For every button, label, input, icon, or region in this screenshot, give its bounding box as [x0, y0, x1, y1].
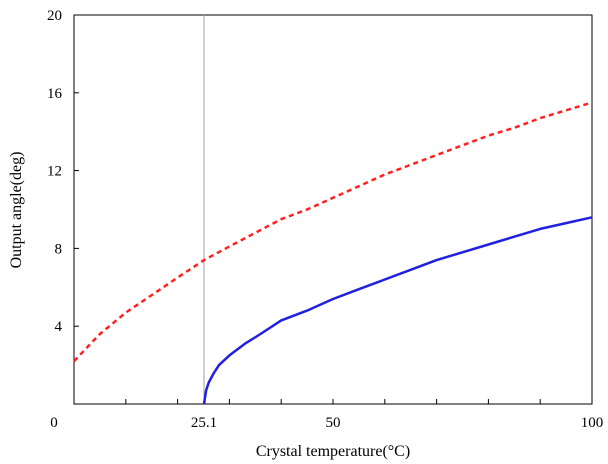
y-axis-title: Output angle(deg) [8, 152, 25, 269]
series-line-1 [73, 101, 593, 363]
axes [73, 14, 593, 405]
series-line-2 [202, 216, 593, 405]
x-tick-label: 50 [326, 415, 341, 431]
plot-frame [73, 14, 593, 405]
x-axis-title: Crystal temperature(°C) [256, 443, 410, 460]
x-tick-label: 0 [50, 415, 58, 431]
y-tick-label: 8 [55, 241, 63, 257]
x-tick-label: 100 [581, 415, 604, 431]
plot-area [73, 101, 593, 405]
y-tick-label: 16 [47, 86, 63, 102]
x-tick-label: 25.1 [191, 415, 217, 431]
y-tick-label: 20 [47, 8, 62, 24]
y-tick-label: 12 [47, 164, 62, 180]
tick-labels: 0 25.1 50 100 4 8 12 16 20 [47, 8, 603, 431]
y-tick-label: 4 [55, 319, 63, 335]
